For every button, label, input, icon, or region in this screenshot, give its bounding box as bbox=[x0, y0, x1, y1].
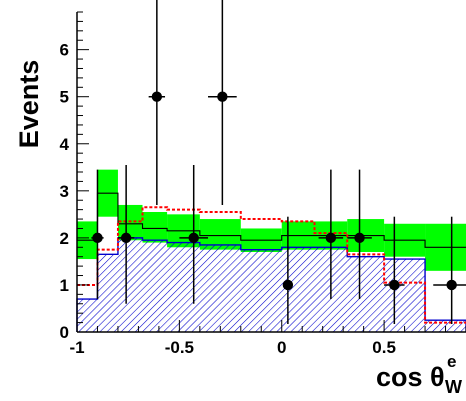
x-tick-label: -0.5 bbox=[165, 338, 194, 357]
x-tick-label: -1 bbox=[69, 338, 84, 357]
data-point-marker bbox=[217, 91, 228, 102]
hatched-histogram-bin bbox=[97, 254, 118, 332]
svg-text:e: e bbox=[447, 352, 456, 371]
data-point bbox=[282, 216, 294, 324]
data-point bbox=[208, 0, 237, 205]
x-tick-label: 0 bbox=[277, 338, 286, 357]
y-axis-label: Events bbox=[14, 60, 44, 149]
data-point-marker bbox=[188, 232, 199, 244]
data-point bbox=[318, 169, 344, 300]
data-point-marker bbox=[120, 232, 132, 244]
x-tick-label: 0.5 bbox=[372, 338, 396, 357]
y-tick-label: 0 bbox=[60, 323, 69, 342]
uncertainty-band-bin bbox=[117, 204, 143, 241]
data-point bbox=[179, 164, 209, 304]
hatched-histogram-bin bbox=[347, 256, 385, 332]
y-tick-label: 4 bbox=[60, 135, 70, 154]
line-layer bbox=[77, 192, 466, 248]
x-axis-label-base: cos θ bbox=[376, 362, 445, 392]
hatched-histogram-bin bbox=[384, 259, 426, 332]
hatched-histogram-bin bbox=[167, 242, 200, 332]
y-tick-label: 1 bbox=[60, 276, 69, 295]
points-layer bbox=[91, 0, 466, 324]
hatched-histogram-bin bbox=[77, 299, 98, 332]
x-axis-label-sub: W bbox=[445, 377, 462, 396]
hatched-histogram-bin bbox=[199, 244, 241, 332]
data-point-marker bbox=[325, 232, 337, 244]
x-axis-label-sup: e bbox=[447, 352, 456, 371]
y-tick-label: 6 bbox=[60, 41, 69, 60]
data-point bbox=[347, 169, 372, 300]
dash-layer bbox=[77, 206, 466, 324]
data-point-marker bbox=[92, 232, 103, 244]
total-prediction-line bbox=[77, 192, 466, 248]
data-point-marker bbox=[151, 91, 163, 102]
data-point bbox=[433, 216, 466, 324]
y-tick-label: 5 bbox=[60, 88, 69, 107]
data-point-marker bbox=[354, 232, 365, 244]
data-point-marker bbox=[446, 279, 457, 291]
data-point bbox=[384, 216, 405, 324]
alternative-prediction-dashed bbox=[77, 206, 466, 324]
data-point bbox=[148, 0, 166, 205]
svg-text:cos θ: cos θ bbox=[376, 362, 445, 392]
data-point bbox=[91, 169, 104, 300]
data-point-marker bbox=[282, 279, 294, 291]
hatched-histogram-bin bbox=[117, 237, 143, 332]
x-axis-label: cos θ W e bbox=[376, 352, 462, 397]
data-point-marker bbox=[389, 279, 400, 291]
y-tick-label: 3 bbox=[60, 182, 69, 201]
uncertainty-band-bin bbox=[142, 212, 168, 243]
svg-text:W: W bbox=[445, 377, 462, 396]
axes-layer: 0 1 2 3 4 5 6 -1 -0.5 0 0.5 bbox=[60, 11, 466, 357]
y-tick-label: 2 bbox=[60, 229, 69, 248]
hatched-histogram-bin bbox=[240, 249, 282, 332]
data-point bbox=[117, 164, 135, 304]
hatched-histogram-bin bbox=[142, 240, 168, 332]
